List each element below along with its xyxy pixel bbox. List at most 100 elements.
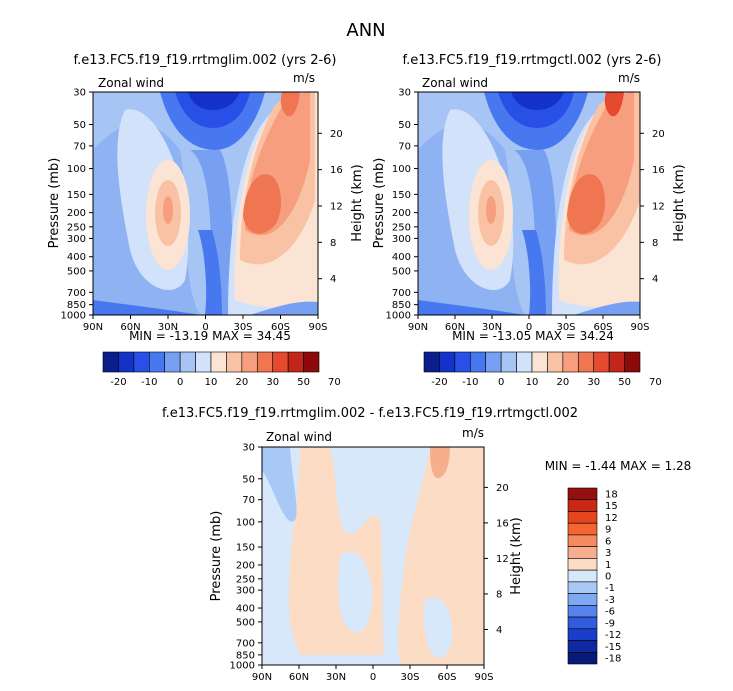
y2-tick-label: 12 <box>330 201 343 212</box>
panel-a-stats: MIN = -13.19 MAX = 34.45 <box>129 329 291 343</box>
x-tick-label: 30S <box>400 672 419 683</box>
colorbar-swatch <box>133 351 150 373</box>
colorbar-swatch <box>567 640 598 653</box>
y-tick-label: 100 <box>67 164 86 175</box>
y-tick-label: 500 <box>236 617 255 628</box>
y-tick-label: 50 <box>242 474 255 485</box>
colorbar-swatch <box>624 351 641 373</box>
colorbar-label: 3 <box>605 548 611 559</box>
x-tick-label: 30N <box>326 672 346 683</box>
colorbar-label: 20 <box>556 377 569 388</box>
y-tick-label: 200 <box>67 208 86 219</box>
y2-tick-label: 8 <box>496 589 502 600</box>
x-tick-label: 0 <box>526 322 532 333</box>
colorbar-swatch <box>454 351 471 373</box>
colorbar-swatch <box>577 351 595 373</box>
x-tick-label: 30S <box>233 322 252 333</box>
colorbar-swatch <box>567 511 598 524</box>
colorbar-label: -9 <box>605 618 615 629</box>
x-tick-label: 90S <box>474 672 493 683</box>
y2-tick-label: 4 <box>496 625 502 636</box>
y-tick-label: 150 <box>392 190 411 201</box>
panel-b: f.e13.FC5.f19_f19.rrtmgctl.002 (yrs 2-6)… <box>372 53 687 388</box>
colorbar-label: 10 <box>205 377 218 388</box>
x-tick-label: 30N <box>482 322 502 333</box>
x-tick-label: 90S <box>308 322 327 333</box>
colorbar-swatch <box>567 581 598 594</box>
colorbar-label: -1 <box>605 583 615 594</box>
y-tick-label: 700 <box>236 638 255 649</box>
panel-a-ylabel-right: Height (km) <box>350 164 365 241</box>
figure-title: ANN <box>346 20 385 41</box>
panel-a-ylabel: Pressure (mb) <box>47 158 62 249</box>
y-tick-label: 1000 <box>230 661 255 672</box>
colorbar-label: -3 <box>605 595 615 606</box>
colorbar-label: -12 <box>605 630 621 641</box>
y-tick-label: 700 <box>392 288 411 299</box>
x-tick-label: 90N <box>83 322 103 333</box>
y-tick-label: 400 <box>67 252 86 263</box>
colorbar-swatch <box>500 351 517 373</box>
y2-tick-label: 20 <box>652 129 665 140</box>
x-tick-label: 60S <box>271 322 290 333</box>
colorbar-swatch <box>423 351 440 373</box>
colorbar-swatch <box>303 351 320 373</box>
colorbar-swatch <box>102 351 119 373</box>
y2-tick-label: 4 <box>652 274 658 285</box>
colorbar-swatch <box>567 605 598 618</box>
colorbar-swatch <box>195 351 212 373</box>
colorbar-swatch <box>272 351 289 373</box>
x-tick-label: 30S <box>556 322 575 333</box>
y-tick-label: 700 <box>67 288 86 299</box>
panel-b-field <box>418 92 640 315</box>
y-tick-label: 150 <box>236 543 255 554</box>
colorbar-swatch <box>567 593 598 606</box>
y-tick-label: 300 <box>236 586 255 597</box>
panel-c: f.e13.FC5.f19_f19.rrtmglim.002 - f.e13.F… <box>162 406 691 683</box>
colorbar-label: -6 <box>605 607 615 618</box>
colorbar-label: 50 <box>297 377 310 388</box>
y-tick-label: 250 <box>67 222 86 233</box>
colorbar-swatch <box>469 351 487 373</box>
panel-a-units: m/s <box>293 71 315 85</box>
colorbar-swatch <box>567 628 598 641</box>
colorbar-label: 18 <box>605 489 618 500</box>
panel-a-case-title: f.e13.FC5.f19_f19.rrtmglim.002 (yrs 2-6) <box>73 53 336 68</box>
x-tick-label: 60S <box>437 672 456 683</box>
colorbar-label: 9 <box>605 525 611 536</box>
colorbar-swatch <box>547 351 564 373</box>
y-tick-label: 70 <box>73 141 86 152</box>
colorbar-swatch <box>210 351 227 373</box>
y2-tick-label: 16 <box>652 165 665 176</box>
y2-tick-label: 16 <box>496 518 509 529</box>
y-tick-label: 30 <box>73 88 86 99</box>
colorbar-label: 70 <box>328 377 341 388</box>
colorbar-swatch <box>567 499 598 512</box>
y2-tick-label: 8 <box>330 238 336 249</box>
y-tick-label: 250 <box>236 574 255 585</box>
y-tick-label: 200 <box>392 208 411 219</box>
colorbar-label: 50 <box>618 377 631 388</box>
colorbar-label: 10 <box>526 377 539 388</box>
panel-c-case-title: f.e13.FC5.f19_f19.rrtmglim.002 - f.e13.F… <box>162 406 578 421</box>
y-tick-label: 50 <box>73 120 86 131</box>
x-tick-label: 90N <box>408 322 428 333</box>
colorbar-label: -10 <box>141 377 157 388</box>
panel-b-units: m/s <box>618 71 640 85</box>
y2-tick-label: 20 <box>496 483 509 494</box>
x-tick-label: 90N <box>252 672 272 683</box>
colorbar-swatch <box>608 351 625 373</box>
x-tick-label: 90S <box>630 322 649 333</box>
colorbar-swatch <box>567 487 598 501</box>
colorbar-swatch <box>567 651 598 665</box>
colorbar-swatch <box>179 351 196 373</box>
y-tick-label: 1000 <box>61 311 86 322</box>
colorbar-label: 0 <box>605 572 611 583</box>
y-tick-label: 30 <box>398 88 411 99</box>
x-tick-label: 30N <box>158 322 178 333</box>
panel-c-stats: MIN = -1.44 MAX = 1.28 <box>545 459 692 473</box>
colorbar-swatch <box>567 546 598 559</box>
colorbar-swatch <box>164 351 181 373</box>
y-tick-label: 70 <box>242 495 255 506</box>
